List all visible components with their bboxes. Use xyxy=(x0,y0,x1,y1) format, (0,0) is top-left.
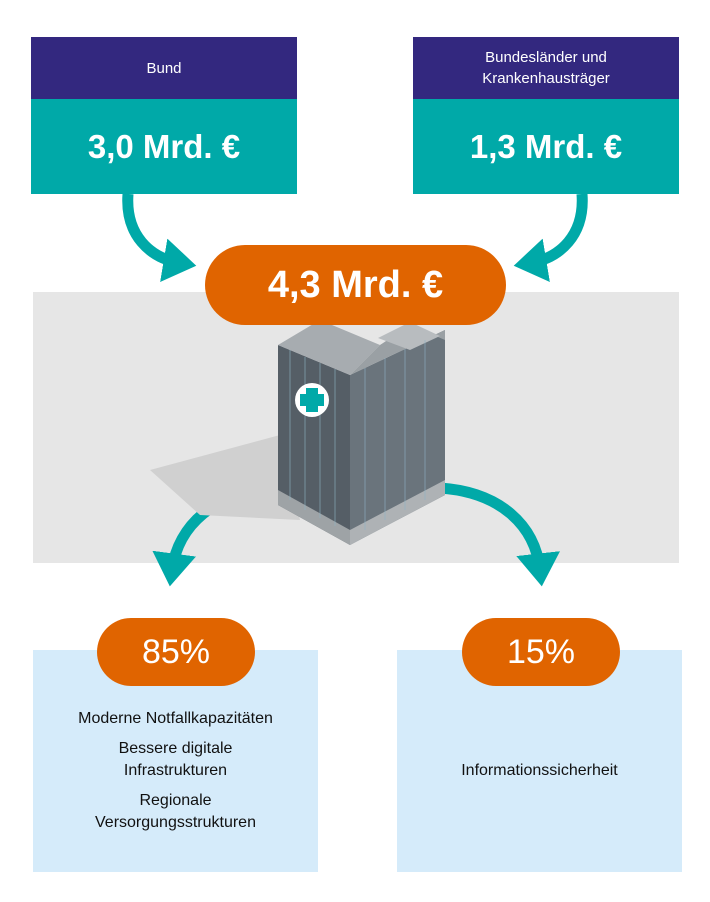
arrow-curved-icon xyxy=(439,482,561,587)
total-amount-pill: 4,3 Mrd. € xyxy=(205,245,506,325)
hospital-building-icon xyxy=(150,320,445,545)
allocation-item: Moderne Notfallkapazitäten xyxy=(78,710,273,727)
medical-cross-icon xyxy=(300,388,324,412)
source-box-bund: Bund 3,0 Mrd. € xyxy=(31,37,297,194)
source-label: Bund xyxy=(31,37,297,99)
source-label: Bundesländer und Krankenhausträger xyxy=(413,37,679,99)
arrow-curved-icon xyxy=(513,193,588,282)
source-amount: 1,3 Mrd. € xyxy=(413,99,679,194)
allocation-item: Bessere digitale Infrastrukturen xyxy=(118,740,233,779)
allocation-item: Regionale Versorgungsstrukturen xyxy=(95,792,256,831)
allocation-box-15: Informationssicherheit xyxy=(397,650,682,872)
allocation-box-85: Moderne Notfallkapazitäten Bessere digit… xyxy=(33,650,318,872)
source-box-laender: Bundesländer und Krankenhausträger 1,3 M… xyxy=(413,37,679,194)
allocation-item: Informationssicherheit xyxy=(461,762,618,779)
share-pill-85: 85% xyxy=(97,618,255,686)
share-pill-15: 15% xyxy=(462,618,620,686)
source-amount: 3,0 Mrd. € xyxy=(31,99,297,194)
arrow-curved-icon xyxy=(122,193,197,282)
